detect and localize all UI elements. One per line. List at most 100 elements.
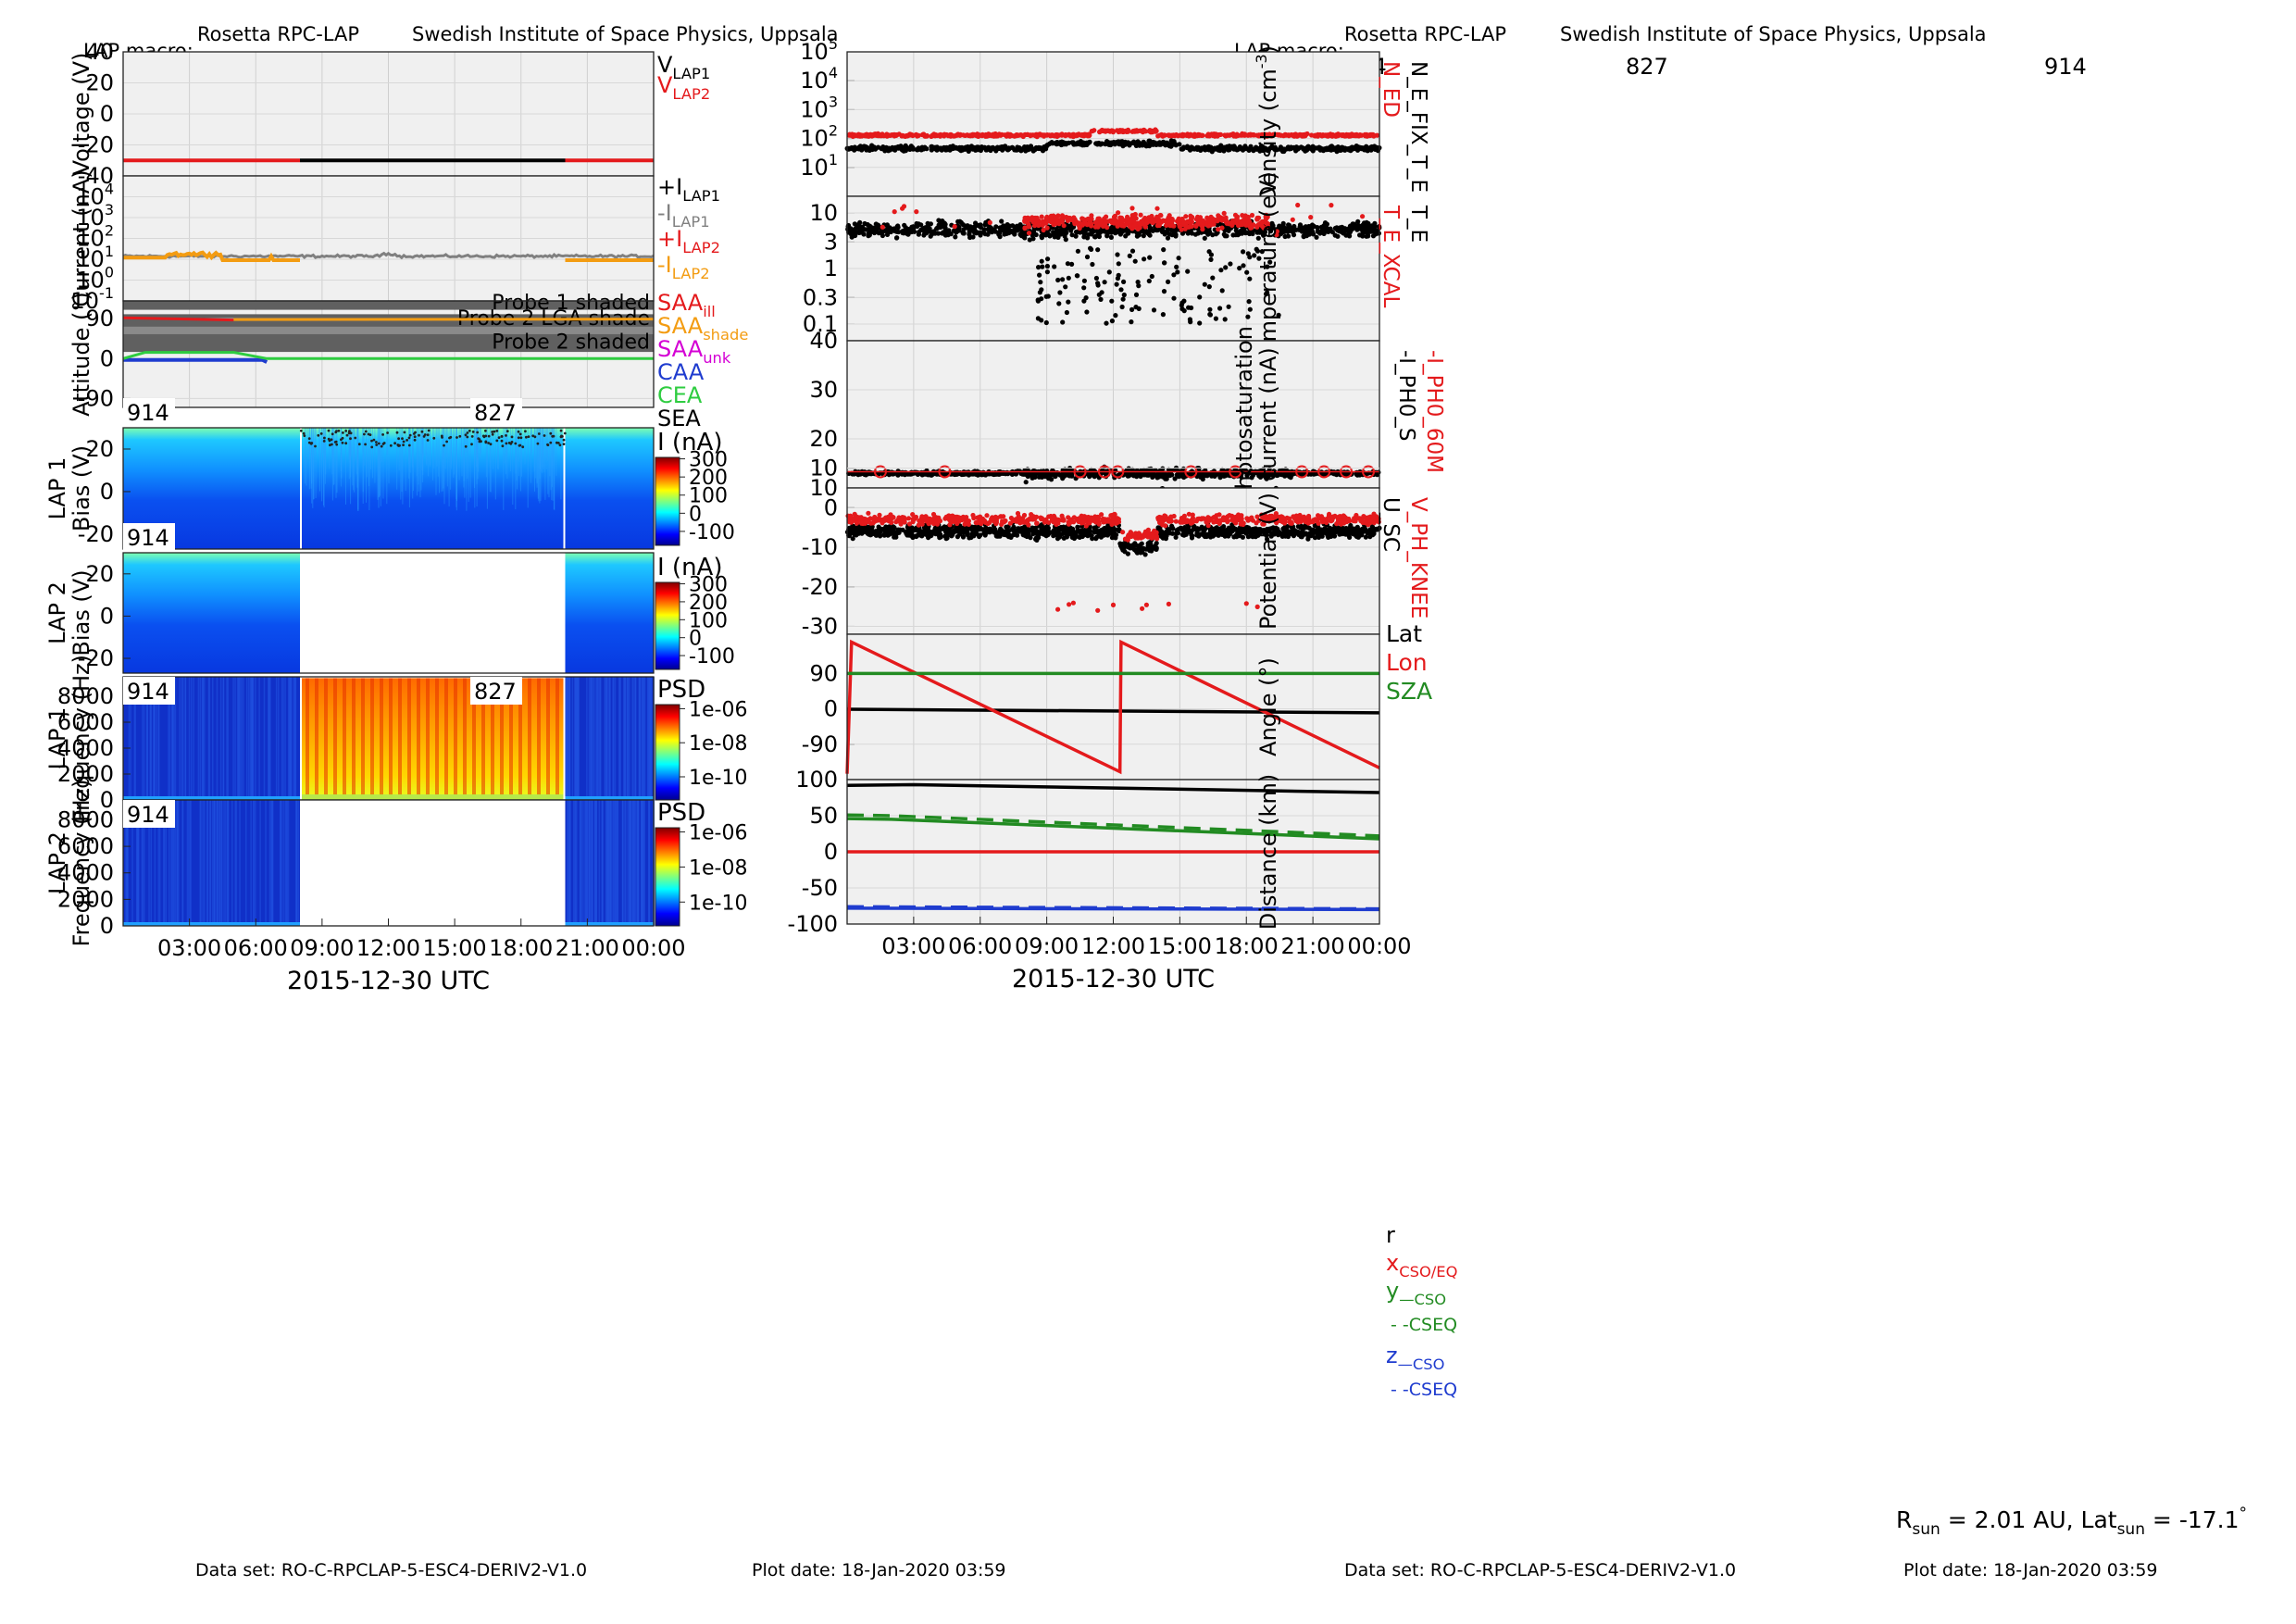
macro-label: 827	[474, 679, 517, 705]
psd-streak	[291, 677, 293, 800]
scatter-point	[1085, 231, 1092, 237]
heatmap-speck	[517, 436, 520, 440]
heatmap-speck	[470, 443, 473, 446]
heatmap-streak	[366, 428, 367, 503]
scatter-point	[1017, 231, 1023, 237]
legend-V_LAP1: VLAP1	[657, 52, 710, 82]
text-script: LAP2	[682, 239, 720, 256]
scatter-point	[1118, 230, 1124, 235]
scatter-point	[1160, 218, 1166, 223]
heatmap-streak	[527, 428, 529, 508]
scatter-point	[1219, 225, 1225, 231]
heatmap-streak	[424, 428, 426, 456]
scatter-point	[1112, 142, 1117, 147]
psd-streak	[268, 800, 271, 926]
y-tick-label: 100	[76, 264, 114, 294]
heatmap-streak	[311, 428, 313, 504]
y-axis-label-line1: LAP 2	[44, 831, 70, 894]
shade-label-2: Probe 2 shaded	[492, 331, 650, 355]
heatmap-streak	[478, 428, 480, 472]
y-tick-label: 4000	[57, 860, 114, 886]
heatmap-speck	[327, 437, 331, 441]
scatter-point	[1228, 261, 1233, 267]
scatter-point	[1161, 289, 1167, 294]
colorbar-tick-label: 0	[689, 503, 702, 526]
heatmap-streak	[348, 428, 350, 480]
scatter-point	[1137, 469, 1142, 475]
heatmap-streak	[456, 428, 457, 501]
scatter-point	[1341, 147, 1346, 153]
heatmap-streak	[463, 428, 465, 488]
scatter-point	[1141, 233, 1146, 239]
scatter-point	[1360, 214, 1366, 219]
heatmap-speck	[519, 436, 523, 440]
heatmap-speck	[487, 434, 491, 438]
scatter-point	[1223, 265, 1229, 270]
scatter-point	[1136, 283, 1142, 289]
heatmap-speck	[476, 431, 480, 434]
heatmap-speck	[323, 436, 326, 440]
heatmap-speck	[370, 445, 374, 449]
heatmap-streak	[428, 428, 430, 477]
psd-streak	[573, 800, 575, 926]
scatter-point	[936, 132, 942, 138]
psd-streak	[289, 677, 291, 800]
legend-temperature-1: T_E	[1406, 205, 1430, 243]
scatter-point	[948, 132, 954, 138]
scatter-point	[1232, 212, 1239, 218]
scatter-point	[1086, 132, 1092, 138]
heatmap-streak	[336, 428, 338, 493]
heatmap-streak	[420, 428, 422, 491]
scatter-point	[880, 224, 885, 230]
scatter-point	[1241, 263, 1246, 269]
scatter-point	[1004, 146, 1010, 152]
scatter-point	[1053, 140, 1058, 145]
heatmap-streak	[512, 428, 514, 506]
heatmap-streak	[552, 428, 554, 488]
psd-streak	[130, 677, 131, 800]
heatmap-speck	[327, 429, 331, 432]
footers: Data set: RO-C-RPCLAP-5-ESC4-DERIV2-V1.0…	[195, 1560, 2158, 1580]
heatmap-speck	[349, 431, 353, 435]
scatter-point	[1296, 227, 1303, 232]
scatter-point	[1045, 256, 1051, 262]
heatmap-streak	[386, 428, 388, 456]
heatmap-streak	[320, 428, 322, 461]
heatmap-streak	[455, 428, 457, 500]
psd-streak	[624, 677, 626, 800]
psd-streak	[576, 677, 578, 800]
heatmap-streak	[323, 428, 324, 506]
heatmap-streak	[497, 428, 499, 470]
psd-streak	[268, 677, 269, 800]
heatmap-speck	[310, 442, 314, 444]
scatter-point	[1233, 219, 1240, 224]
heatmap-streak	[357, 428, 359, 511]
heatmap-streak	[312, 428, 314, 508]
scatter-point	[1104, 214, 1109, 219]
y-tick-label: 3	[824, 229, 838, 255]
scatter-point	[1067, 132, 1073, 138]
heatmap-827	[302, 428, 564, 549]
heatmap-streak	[412, 428, 414, 499]
scatter-point	[1217, 306, 1223, 311]
psd-streak	[181, 800, 184, 926]
scatter-point	[1055, 219, 1061, 225]
scatter-point	[1099, 290, 1104, 295]
heatmap-speck	[563, 431, 567, 435]
psd-streak	[168, 800, 170, 926]
scatter-point	[1301, 233, 1306, 239]
panel-border	[122, 300, 655, 408]
scatter-point	[1286, 133, 1292, 139]
heatmap-speck	[518, 443, 521, 447]
heatmap-streak	[539, 428, 541, 469]
y-tick-label: 104	[800, 64, 838, 94]
psd-streak	[199, 800, 201, 926]
psd-streak	[583, 800, 585, 926]
scatter-point	[1313, 133, 1318, 139]
scatter-point	[1332, 232, 1338, 238]
scatter-point	[1023, 480, 1029, 485]
scatter-point	[1215, 217, 1220, 222]
scatter-point	[1317, 231, 1323, 236]
heatmap-speck	[500, 435, 504, 438]
